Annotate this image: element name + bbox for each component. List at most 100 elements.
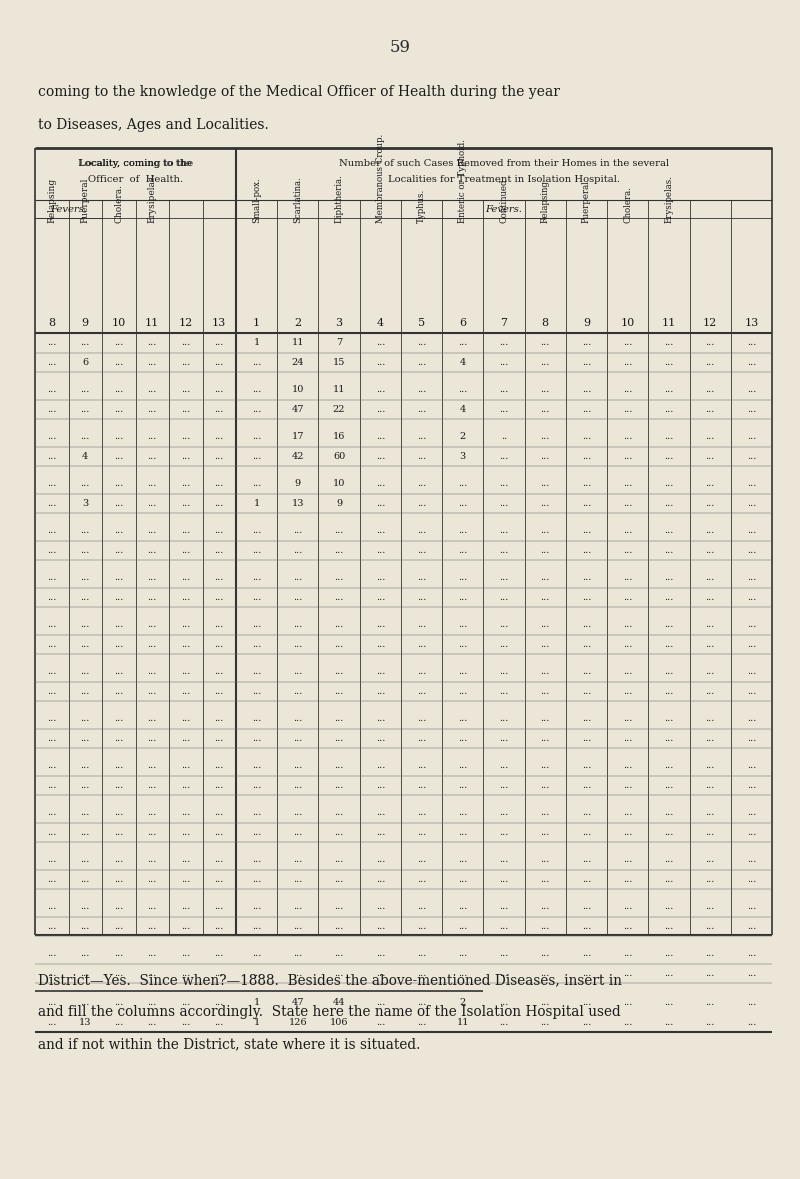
Text: ...: ... (252, 875, 262, 884)
Text: ...: ... (334, 686, 344, 696)
Text: 8: 8 (542, 318, 549, 328)
Text: ...: ... (147, 733, 157, 743)
Text: ...: ... (293, 593, 302, 601)
Text: ...: ... (623, 338, 632, 348)
Text: ...: ... (623, 386, 632, 394)
Text: ...: ... (541, 404, 550, 414)
Text: ...: ... (623, 640, 632, 648)
Text: ...: ... (623, 902, 632, 911)
Text: ...: ... (214, 620, 224, 630)
Text: 11: 11 (291, 338, 304, 348)
Text: ...: ... (181, 714, 190, 723)
Text: ...: ... (252, 828, 262, 837)
Text: ...: ... (181, 922, 190, 930)
Text: 10: 10 (112, 318, 126, 328)
Text: ...: ... (664, 546, 674, 555)
Text: ...: ... (746, 922, 756, 930)
Text: ...: ... (623, 1017, 632, 1027)
Text: ...: ... (582, 780, 591, 790)
Text: ...: ... (376, 452, 385, 461)
Text: ...: ... (582, 452, 591, 461)
Text: ...: ... (582, 338, 591, 348)
Text: ...: ... (114, 686, 123, 696)
Text: 4: 4 (460, 357, 466, 367)
Text: ...: ... (147, 855, 157, 864)
Text: ...: ... (47, 546, 57, 555)
Text: ...: ... (114, 404, 123, 414)
Text: ...: ... (458, 620, 467, 630)
Text: ...: ... (147, 338, 157, 348)
Text: ...: ... (376, 357, 385, 367)
Text: ...: ... (541, 620, 550, 630)
Text: ...: ... (706, 686, 715, 696)
Text: ...: ... (181, 686, 190, 696)
Text: ...: ... (664, 762, 674, 770)
Text: ...: ... (47, 828, 57, 837)
Text: ...: ... (541, 875, 550, 884)
Text: Diphtheria.: Diphtheria. (334, 174, 343, 223)
Text: ...: ... (252, 479, 262, 488)
Text: ...: ... (293, 686, 302, 696)
Text: ...: ... (252, 593, 262, 601)
Text: ...: ... (114, 828, 123, 837)
Text: ...: ... (293, 809, 302, 817)
Text: ...: ... (147, 452, 157, 461)
Text: 9: 9 (294, 479, 301, 488)
Text: ...: ... (499, 902, 509, 911)
Text: ...: ... (214, 386, 224, 394)
Text: ...: ... (252, 452, 262, 461)
Text: 10: 10 (621, 318, 635, 328)
Text: ...: ... (293, 875, 302, 884)
Text: ...: ... (214, 999, 224, 1007)
Text: ...: ... (81, 733, 90, 743)
Text: Erysipelas.: Erysipelas. (665, 174, 674, 223)
Text: ...: ... (664, 667, 674, 677)
Text: ...: ... (417, 922, 426, 930)
Text: ...: ... (417, 902, 426, 911)
Text: ...: ... (706, 714, 715, 723)
Text: ...: ... (376, 499, 385, 508)
Text: ...: ... (541, 922, 550, 930)
Text: ...: ... (81, 855, 90, 864)
Text: ...: ... (582, 479, 591, 488)
Text: ...: ... (181, 902, 190, 911)
Text: ...: ... (582, 875, 591, 884)
Text: ...: ... (582, 1017, 591, 1027)
Text: ...: ... (252, 949, 262, 959)
Text: ...: ... (81, 667, 90, 677)
Text: ...: ... (252, 922, 262, 930)
Text: coming to the knowledge of the Medical Officer of Health during the year: coming to the knowledge of the Medical O… (38, 85, 560, 99)
Text: ...: ... (147, 809, 157, 817)
Text: ...: ... (334, 733, 344, 743)
Text: ...: ... (458, 546, 467, 555)
Text: ...: ... (81, 949, 90, 959)
Text: 2: 2 (294, 318, 302, 328)
Text: ...: ... (746, 780, 756, 790)
Text: ...: ... (293, 546, 302, 555)
Text: ...: ... (376, 733, 385, 743)
Text: ...: ... (541, 479, 550, 488)
Text: 13: 13 (744, 318, 758, 328)
Text: ...: ... (623, 780, 632, 790)
Text: ...: ... (181, 762, 190, 770)
Text: ...: ... (81, 686, 90, 696)
Text: ...: ... (47, 499, 57, 508)
Text: ...: ... (706, 452, 715, 461)
Text: ...: ... (623, 593, 632, 601)
Text: ...: ... (81, 999, 90, 1007)
Text: ...: ... (664, 620, 674, 630)
Text: ...: ... (114, 762, 123, 770)
Text: 3: 3 (82, 499, 88, 508)
Text: ...: ... (417, 357, 426, 367)
Text: Continued: Continued (499, 178, 509, 223)
Text: ...: ... (706, 499, 715, 508)
Text: ...: ... (623, 526, 632, 535)
Text: ...: ... (582, 386, 591, 394)
Text: ...: ... (458, 855, 467, 864)
Text: ...: ... (47, 855, 57, 864)
Text: ...: ... (376, 433, 385, 441)
Text: ...: ... (214, 949, 224, 959)
Text: ...: ... (293, 828, 302, 837)
Text: ...: ... (706, 855, 715, 864)
Text: ...: ... (746, 499, 756, 508)
